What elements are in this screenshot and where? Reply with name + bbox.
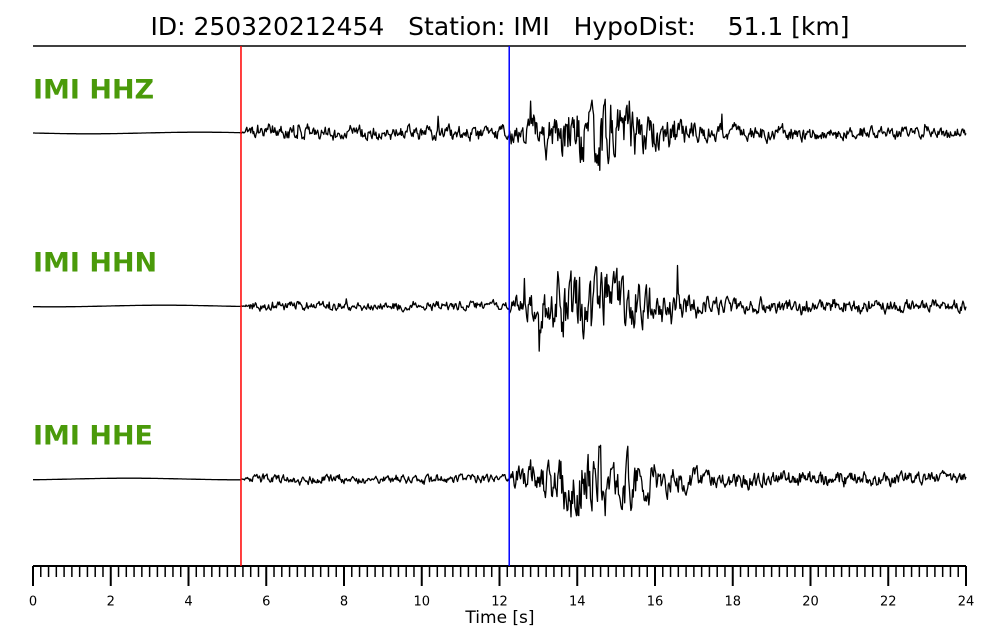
trace-label: IMI HHZ [33,75,154,106]
waveform [33,98,967,171]
x-axis-label: Time [s] [464,608,534,628]
x-tick-label: 18 [724,595,741,610]
x-tick-label: 24 [958,595,975,610]
x-tick-label: 20 [802,595,819,610]
x-tick-label: 12 [491,595,508,610]
x-tick-label: 6 [262,595,270,610]
chart-title: ID: 250320212454 Station: IMI HypoDist: … [150,12,849,41]
x-tick-label: 8 [340,595,348,610]
waveform [33,444,967,518]
x-tick-label: 4 [184,595,192,610]
x-tick-label: 2 [107,595,115,610]
trace-label: IMI HHE [33,421,153,452]
x-tick-label: 16 [647,595,664,610]
trace-label: IMI HHN [33,248,157,279]
x-tick-label: 10 [413,595,430,610]
x-tick-label: 0 [29,595,37,610]
x-tick-label: 22 [880,595,897,610]
waveform [33,264,967,352]
x-tick-label: 14 [569,595,586,610]
